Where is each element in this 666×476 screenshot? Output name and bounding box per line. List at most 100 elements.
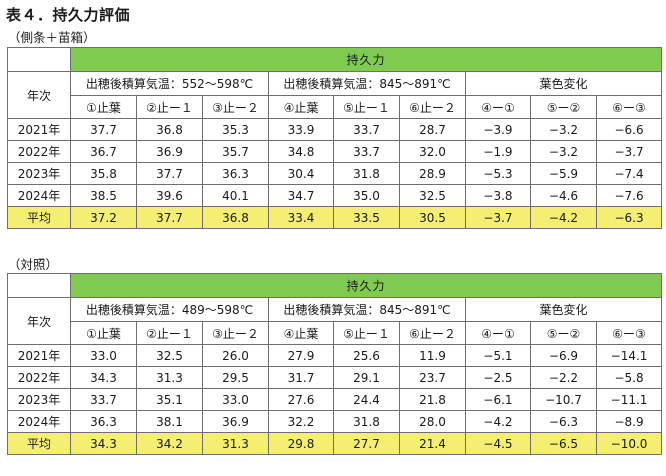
group-header: 出穂後積算気温：845〜891℃ [268, 71, 466, 96]
average-row: 平均 34.3 34.2 31.3 29.8 27.7 21.4 −4.5 −6.5 −10.0 [7, 432, 663, 455]
value-cell: 23.7 [399, 366, 466, 389]
table-row: 2024年 36.3 38.1 36.9 32.2 31.8 28.0 −4.2 −6.3 −8.… [7, 410, 663, 433]
year-cell: 2022年 [7, 366, 71, 389]
value-cell: −3.9 [465, 118, 531, 141]
value-cell: −6.1 [465, 388, 531, 411]
endurance-table-1: 持久力 年次 出穂後積算気温：552〜598℃ 出穂後積算気温：845〜891℃… [7, 47, 663, 229]
value-cell: −6.6 [595, 118, 663, 141]
value-cell: 32.2 [268, 410, 334, 433]
table-row: 2024年 38.5 39.6 40.1 34.7 35.0 32.5 −3.8 −4.6 −7.… [7, 184, 663, 207]
value-cell: −3.8 [465, 184, 531, 207]
value-cell: 28.9 [399, 162, 466, 185]
value-cell: −3.2 [530, 118, 597, 141]
value-cell: 36.9 [136, 140, 203, 163]
value-cell: 38.1 [136, 410, 203, 433]
value-cell: 28.0 [399, 410, 466, 433]
value-cell: 35.1 [136, 388, 203, 411]
sub-header: ⑤ー② [530, 321, 597, 345]
value-cell: 26.0 [202, 344, 269, 367]
year-cell: 2022年 [7, 140, 71, 163]
value-cell: 35.0 [333, 184, 400, 207]
group-header: 出穂後積算気温：552〜598℃ [70, 71, 269, 96]
value-cell: 31.8 [333, 162, 400, 185]
value-cell: −2.2 [530, 366, 597, 389]
table-row: 2022年 34.3 31.3 29.5 31.7 29.1 23.7 −2.5 −2.2 −5.… [7, 366, 663, 389]
sub-header: ④ー① [465, 321, 531, 345]
value-cell: 36.3 [70, 410, 137, 433]
year-cell: 2021年 [7, 118, 71, 141]
average-value-cell: −6.5 [530, 432, 597, 455]
average-value-cell: 37.2 [70, 206, 137, 229]
value-cell: 33.7 [70, 388, 137, 411]
value-cell: 30.4 [268, 162, 334, 185]
average-label: 平均 [7, 432, 71, 455]
sub-header: ④止葉 [268, 95, 334, 119]
sub-header: ②止ー１ [136, 95, 203, 119]
value-cell: 35.7 [202, 140, 269, 163]
value-cell: −6.9 [530, 344, 597, 367]
value-cell: 40.1 [202, 184, 269, 207]
table-row: 2021年 33.0 32.5 26.0 27.9 25.6 11.9 −5.1 −6.9 −14… [7, 344, 663, 367]
average-value-cell: −4.2 [530, 206, 597, 229]
value-cell: −7.6 [595, 184, 663, 207]
table-caption-2: （対照） [8, 257, 59, 272]
value-cell: −3.2 [530, 140, 597, 163]
sub-header: ③止ー２ [202, 95, 269, 119]
value-cell: 36.8 [136, 118, 203, 141]
value-cell: 32.5 [136, 344, 203, 367]
sub-header: ④止葉 [268, 321, 334, 345]
sub-header: ④ー① [465, 95, 531, 119]
value-cell: −11.1 [595, 388, 663, 411]
sub-header: ⑥ー③ [595, 321, 663, 345]
row-header: 年次 [7, 71, 71, 119]
sub-header: ①止葉 [70, 95, 137, 119]
value-cell: 33.7 [333, 140, 400, 163]
table-row: 2023年 33.7 35.1 33.0 27.6 24.4 21.8 −6.1 −10.7 −1… [7, 388, 663, 411]
value-cell: −6.3 [530, 410, 597, 433]
year-cell: 2024年 [7, 410, 71, 433]
value-cell: 35.3 [202, 118, 269, 141]
value-cell: 28.7 [399, 118, 466, 141]
value-cell: 31.7 [268, 366, 334, 389]
value-cell: 34.3 [70, 366, 137, 389]
row-header: 年次 [7, 297, 71, 345]
average-value-cell: 37.7 [136, 206, 203, 229]
value-cell: 37.7 [70, 118, 137, 141]
value-cell: −5.3 [465, 162, 531, 185]
group-header: 出穂後積算気温：845〜891℃ [268, 297, 466, 322]
value-cell: 34.7 [268, 184, 334, 207]
value-cell: 36.9 [202, 410, 269, 433]
average-value-cell: 31.3 [202, 432, 269, 455]
sub-header: ⑥止ー２ [399, 95, 466, 119]
value-cell: 33.9 [268, 118, 334, 141]
super-header: 持久力 [69, 47, 663, 72]
corner-cell [7, 273, 71, 298]
average-row: 平均 37.2 37.7 36.8 33.4 33.5 30.5 −3.7 −4.2 −6.3 [7, 206, 663, 229]
group-header: 出穂後積算気温：489〜598℃ [70, 297, 269, 322]
value-cell: −4.2 [465, 410, 531, 433]
average-value-cell: 21.4 [399, 432, 466, 455]
table-row: 2023年 35.8 37.7 36.3 30.4 31.8 28.9 −5.3 −5.9 −7.… [7, 162, 663, 185]
value-cell: 38.5 [70, 184, 137, 207]
value-cell: 29.5 [202, 366, 269, 389]
average-value-cell: 30.5 [399, 206, 466, 229]
value-cell: 33.0 [70, 344, 137, 367]
value-cell: 27.6 [268, 388, 334, 411]
value-cell: 32.0 [399, 140, 466, 163]
average-value-cell: 36.8 [202, 206, 269, 229]
average-value-cell: −4.5 [465, 432, 531, 455]
value-cell: 34.8 [268, 140, 334, 163]
value-cell: 31.3 [136, 366, 203, 389]
value-cell: 25.6 [333, 344, 400, 367]
endurance-table-2: 持久力 年次 出穂後積算気温：489〜598℃ 出穂後積算気温：845〜891℃… [7, 273, 663, 455]
sub-header: ⑥止ー２ [399, 321, 466, 345]
average-value-cell: 27.7 [333, 432, 400, 455]
year-cell: 2021年 [7, 344, 71, 367]
value-cell: 36.7 [70, 140, 137, 163]
table-row: 2021年 37.7 36.8 35.3 33.9 33.7 28.7 −3.9 −3.2 −6.… [7, 118, 663, 141]
value-cell: −5.8 [595, 366, 663, 389]
value-cell: −2.5 [465, 366, 531, 389]
value-cell: −1.9 [465, 140, 531, 163]
value-cell: 24.4 [333, 388, 400, 411]
value-cell: −4.6 [530, 184, 597, 207]
